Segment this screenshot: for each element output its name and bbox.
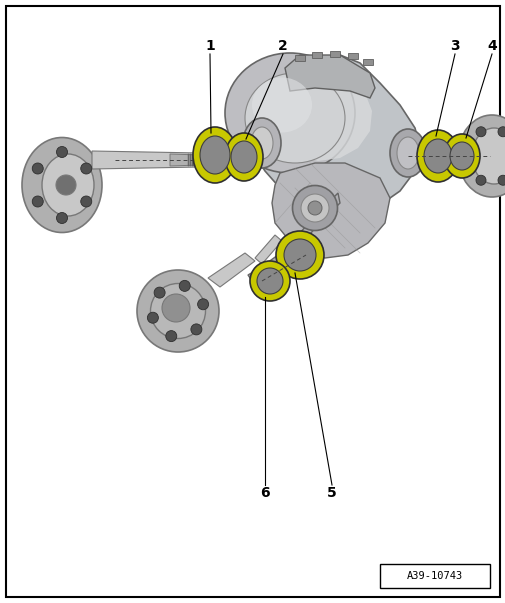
Polygon shape (255, 235, 281, 264)
Ellipse shape (244, 73, 344, 163)
Circle shape (32, 196, 43, 207)
Bar (465, 150, 466, 162)
Ellipse shape (22, 137, 102, 233)
Bar (193, 154, 194, 166)
Ellipse shape (389, 129, 425, 177)
Ellipse shape (308, 201, 321, 215)
Ellipse shape (423, 139, 451, 173)
Ellipse shape (162, 294, 189, 322)
Ellipse shape (192, 127, 236, 183)
Polygon shape (208, 253, 255, 287)
Polygon shape (247, 193, 339, 285)
Bar (329, 51, 339, 57)
Polygon shape (170, 154, 199, 166)
Circle shape (179, 280, 190, 291)
Bar (466, 150, 467, 162)
Bar (195, 154, 196, 166)
Ellipse shape (449, 142, 473, 170)
Ellipse shape (150, 283, 205, 338)
Bar (468, 150, 469, 162)
Bar (362, 59, 372, 65)
Bar (294, 55, 305, 61)
Bar (458, 150, 459, 162)
Bar (204, 154, 205, 166)
Ellipse shape (443, 134, 479, 178)
Bar (196, 154, 197, 166)
Bar (189, 154, 190, 166)
Circle shape (190, 324, 201, 335)
Circle shape (147, 312, 158, 323)
Bar (379, 564, 489, 588)
Ellipse shape (137, 270, 219, 352)
Bar (312, 52, 321, 58)
Ellipse shape (283, 239, 316, 271)
Circle shape (497, 127, 505, 137)
Text: A39-10743: A39-10743 (406, 571, 462, 581)
Bar (198, 154, 199, 166)
Circle shape (197, 298, 208, 310)
Circle shape (166, 330, 176, 342)
Polygon shape (284, 55, 374, 98)
Bar (200, 154, 201, 166)
Circle shape (57, 212, 67, 224)
Bar (463, 150, 464, 162)
Bar (461, 150, 462, 162)
Ellipse shape (242, 118, 280, 168)
Ellipse shape (225, 133, 263, 181)
Polygon shape (469, 148, 489, 164)
Ellipse shape (250, 127, 273, 159)
Text: 5: 5 (326, 486, 336, 500)
Circle shape (81, 196, 91, 207)
Ellipse shape (257, 268, 282, 294)
Polygon shape (394, 139, 444, 167)
Bar (188, 154, 189, 166)
Polygon shape (92, 151, 199, 169)
Ellipse shape (275, 231, 323, 279)
Ellipse shape (231, 141, 257, 173)
Polygon shape (265, 71, 371, 161)
Text: 6: 6 (260, 486, 269, 500)
Ellipse shape (251, 78, 312, 133)
Ellipse shape (457, 115, 505, 197)
Ellipse shape (471, 128, 505, 184)
Ellipse shape (199, 136, 230, 174)
Bar (202, 154, 203, 166)
Circle shape (475, 175, 485, 185)
Text: 1: 1 (205, 39, 215, 53)
Ellipse shape (396, 137, 418, 169)
Circle shape (464, 151, 474, 161)
Ellipse shape (249, 261, 289, 301)
Circle shape (154, 287, 165, 298)
Ellipse shape (292, 186, 337, 230)
Text: 4: 4 (486, 39, 496, 53)
Bar (191, 154, 192, 166)
Text: 2: 2 (278, 39, 287, 53)
Polygon shape (272, 163, 389, 258)
Bar (347, 53, 358, 59)
Bar (456, 150, 457, 162)
Ellipse shape (416, 130, 458, 182)
Circle shape (497, 175, 505, 185)
Circle shape (57, 147, 67, 157)
Text: 3: 3 (449, 39, 459, 53)
Ellipse shape (42, 154, 94, 216)
Circle shape (475, 127, 485, 137)
Bar (459, 150, 460, 162)
Circle shape (56, 175, 76, 195)
Polygon shape (239, 55, 419, 215)
Ellipse shape (225, 53, 355, 173)
Circle shape (32, 163, 43, 174)
Circle shape (81, 163, 91, 174)
Ellipse shape (300, 194, 328, 222)
